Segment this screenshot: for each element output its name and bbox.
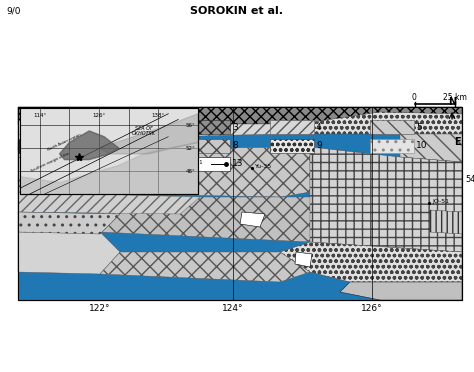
Polygon shape <box>280 242 462 282</box>
Text: Yu-35: Yu-35 <box>255 164 272 170</box>
Polygon shape <box>18 142 220 150</box>
Text: N: N <box>448 97 456 107</box>
Polygon shape <box>240 212 265 227</box>
Text: 10: 10 <box>416 141 428 151</box>
Text: North Asian craton: North Asian craton <box>47 133 82 152</box>
Bar <box>20 108 198 194</box>
Text: 138°: 138° <box>152 113 165 118</box>
Bar <box>18 157 62 171</box>
Bar <box>270 139 314 153</box>
Polygon shape <box>20 142 198 194</box>
Text: 2: 2 <box>148 122 154 131</box>
Polygon shape <box>430 210 462 234</box>
Polygon shape <box>100 252 310 282</box>
Polygon shape <box>99 114 198 154</box>
Text: 114°: 114° <box>33 113 46 118</box>
Polygon shape <box>295 252 312 267</box>
Text: 9/0: 9/0 <box>6 6 20 15</box>
Polygon shape <box>18 107 462 124</box>
Text: E: E <box>455 137 461 147</box>
Text: 52°: 52° <box>186 145 196 151</box>
Polygon shape <box>18 147 310 197</box>
Text: 126°: 126° <box>361 304 383 313</box>
Text: 54°: 54° <box>465 176 474 185</box>
Polygon shape <box>340 282 462 300</box>
Polygon shape <box>100 197 350 242</box>
Polygon shape <box>60 131 119 160</box>
Bar <box>370 120 414 134</box>
Bar <box>102 157 146 171</box>
Text: Yu-43: Yu-43 <box>178 177 195 183</box>
Polygon shape <box>18 232 120 274</box>
Text: 5: 5 <box>416 122 422 131</box>
Bar <box>186 157 230 171</box>
Text: 0: 0 <box>411 93 417 102</box>
Text: 126°: 126° <box>92 113 106 118</box>
Bar <box>18 120 62 134</box>
Bar <box>18 107 462 300</box>
Text: Yu-51: Yu-51 <box>189 160 204 166</box>
Polygon shape <box>160 124 300 137</box>
Polygon shape <box>18 192 200 214</box>
Bar <box>18 107 462 300</box>
Bar <box>186 139 230 153</box>
Text: 7: 7 <box>148 141 154 151</box>
Text: SOROKIN et al.: SOROKIN et al. <box>191 6 283 16</box>
Polygon shape <box>310 147 462 252</box>
Text: 12: 12 <box>148 160 159 169</box>
Text: 122°: 122° <box>89 304 111 313</box>
Text: JO-51: JO-51 <box>432 199 449 205</box>
Text: 1: 1 <box>64 122 70 131</box>
Bar <box>370 139 414 153</box>
Text: 56°: 56° <box>186 123 196 128</box>
Bar <box>102 139 146 153</box>
Text: Southern margin of the: Southern margin of the <box>30 152 69 173</box>
Text: 48°: 48° <box>186 169 196 174</box>
Bar <box>186 120 230 134</box>
Text: 8: 8 <box>232 141 238 151</box>
Text: 4: 4 <box>316 122 322 131</box>
Bar <box>102 120 146 134</box>
Text: 9: 9 <box>316 141 322 151</box>
Text: 25 km: 25 km <box>443 93 467 102</box>
Bar <box>270 120 314 134</box>
Bar <box>18 107 462 300</box>
Text: 13: 13 <box>232 160 244 169</box>
Polygon shape <box>18 212 120 234</box>
Polygon shape <box>300 112 462 134</box>
Text: 3: 3 <box>232 122 238 131</box>
Text: 124°: 124° <box>222 304 244 313</box>
Text: 6: 6 <box>64 141 70 151</box>
Text: SEA OF
OKHOTSK: SEA OF OKHOTSK <box>132 125 155 136</box>
Polygon shape <box>18 124 200 142</box>
Bar <box>18 139 62 153</box>
Text: 11: 11 <box>64 160 75 169</box>
Polygon shape <box>400 134 462 162</box>
